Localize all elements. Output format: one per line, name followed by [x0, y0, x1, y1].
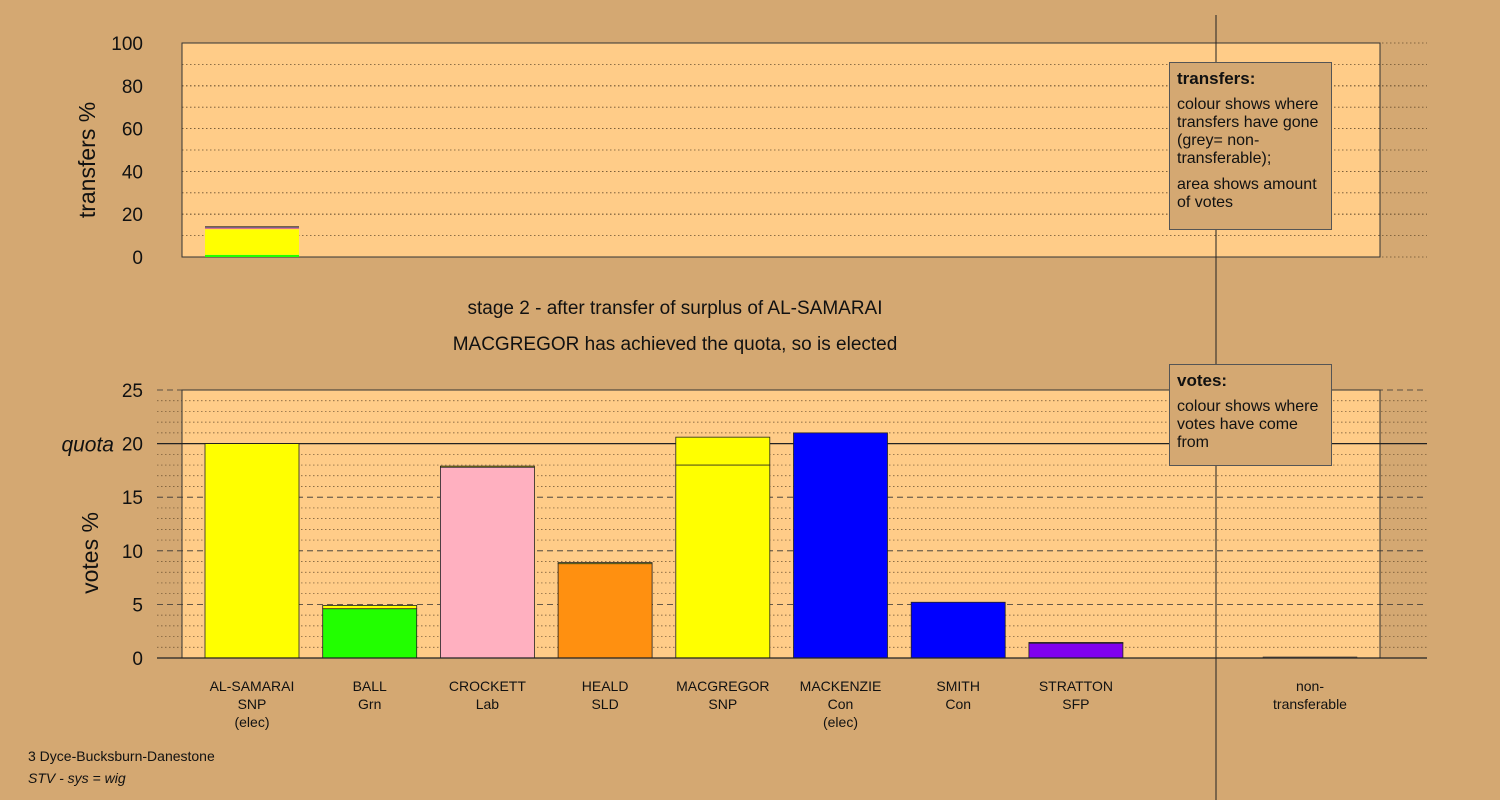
candidate-name-label: BALL: [353, 678, 387, 694]
transfers-tick-label: 20: [122, 205, 143, 226]
candidate-party-label: Con: [828, 696, 854, 712]
candidate-elected-note: (elec): [234, 714, 269, 730]
votes-legend-text: colour shows where votes have come from: [1177, 398, 1319, 451]
candidate-name-label: HEALD: [582, 678, 629, 694]
candidate-party-label: SFP: [1062, 696, 1089, 712]
system-note: STV - sys = wig: [28, 770, 126, 786]
transfer-segment-crockett: [205, 228, 299, 230]
vote-bar-al-samarai-seg0: [204, 443, 300, 659]
votes-tick-label: 20: [122, 435, 143, 456]
transfers-tick-label: 0: [132, 248, 143, 269]
vote-bar-macgregor-seg1: [675, 436, 771, 466]
transfer-segment-heald: [205, 228, 299, 229]
non-transferable-label-line1: non-: [1296, 678, 1324, 694]
transfers-legend: transfers: colour shows where transfers …: [1169, 62, 1332, 230]
candidate-party-label: Lab: [476, 696, 500, 712]
candidate-party-label: SLD: [591, 696, 618, 712]
vote-bar-ball-seg1: [322, 605, 418, 610]
candidate-name-label: CROCKETT: [449, 678, 526, 694]
transfers-legend-text-area: area shows amount of votes: [1177, 176, 1317, 211]
candidate-name-label: MACGREGOR: [676, 678, 769, 694]
votes-tick-label: 10: [122, 542, 143, 563]
transfers-tick-label: 60: [122, 120, 143, 141]
vote-bar-macgregor-seg0: [675, 464, 771, 659]
candidate-party-label: SNP: [238, 696, 267, 712]
transfers-tick-label: 80: [122, 77, 143, 98]
quota-label: quota: [61, 434, 114, 457]
transfers-axis-label: transfers %: [74, 102, 100, 218]
election-status: MACGREGOR has achieved the quota, so is …: [452, 334, 898, 355]
candidate-elected-note: (elec): [823, 714, 858, 730]
vote-bar-crockett-seg0: [439, 466, 535, 659]
candidate-name-label: AL-SAMARAI: [210, 678, 295, 694]
vote-bar-mackenzie-seg0: [793, 432, 888, 659]
vote-bar-stratton-seg1: [1028, 642, 1124, 644]
transfers-legend-title: transfers:: [1177, 69, 1256, 88]
transfers-tick-label: 100: [111, 34, 143, 55]
candidate-name-label: SMITH: [936, 678, 980, 694]
votes-tick-label: 0: [132, 649, 143, 670]
votes-legend-title: votes:: [1177, 371, 1228, 390]
votes-tick-label: 15: [122, 488, 143, 509]
transfer-segment-ball: [205, 254, 299, 257]
candidate-party-label: Con: [945, 696, 971, 712]
transfers-tick-label: 40: [122, 162, 143, 183]
ward-name: 3 Dyce-Bucksburn-Danestone: [28, 748, 215, 764]
vote-bar-ball-seg0: [322, 608, 418, 659]
stage-heading: stage 2 - after transfer of surplus of A…: [467, 298, 883, 319]
transfer-segment-macgregor: [205, 229, 299, 255]
candidate-party-label: SNP: [708, 696, 737, 712]
candidate-name-label: STRATTON: [1039, 678, 1113, 694]
vote-bar-heald-seg0: [557, 563, 653, 659]
vote-bar-smith-seg0: [910, 601, 1006, 659]
transfer-segment-stratton: [205, 227, 299, 229]
vote-bar-heald-seg1: [557, 562, 653, 565]
non-transferable-label-line2: transferable: [1273, 696, 1347, 712]
votes-tick-label: 25: [122, 381, 143, 402]
vote-bar-stratton-seg0: [1028, 642, 1124, 659]
vote-bar-crockett-seg1: [439, 465, 535, 468]
transfers-legend-text-colour: colour shows where transfers have gone (…: [1177, 96, 1319, 167]
votes-legend: votes: colour shows where votes have com…: [1169, 364, 1332, 466]
candidate-party-label: Grn: [358, 696, 381, 712]
votes-axis-label: votes %: [77, 512, 103, 594]
transfers-plot-frame: [181, 42, 1381, 258]
candidate-name-label: MACKENZIE: [800, 678, 882, 694]
votes-tick-label: 5: [132, 595, 143, 616]
